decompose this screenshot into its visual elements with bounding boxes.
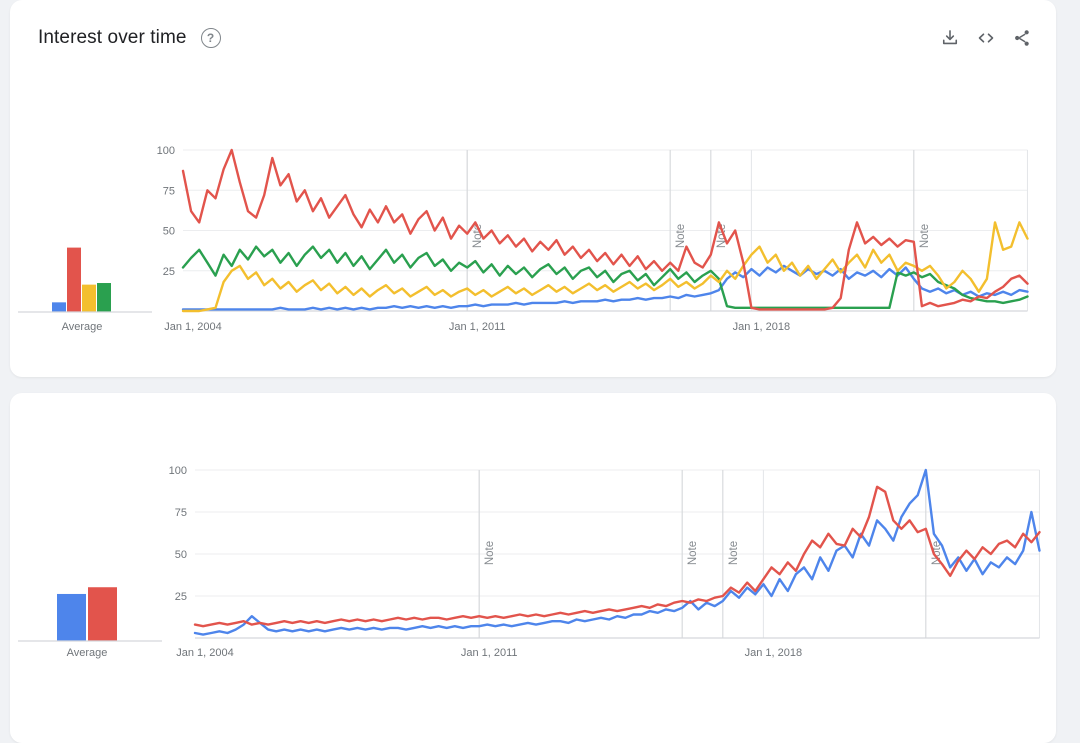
y-tick-label: 50 bbox=[163, 226, 175, 238]
note-label: Note bbox=[728, 541, 740, 565]
line-chart-bottom[interactable]: Note Note Note Note 25 50 75 100 Jan 1, 2004 Jan … bbox=[10, 393, 1056, 720]
page-title: Interest over time bbox=[38, 27, 187, 48]
note-label: Note bbox=[472, 224, 484, 248]
y-tick-label: 75 bbox=[175, 507, 187, 519]
x-tick-label: Jan 1, 2011 bbox=[461, 647, 518, 659]
download-button[interactable] bbox=[936, 24, 964, 52]
share-icon bbox=[1015, 30, 1029, 46]
series-line-blue[interactable] bbox=[181, 264, 1029, 311]
y-tick-label: 75 bbox=[163, 185, 175, 197]
download-icon bbox=[942, 30, 958, 45]
average-label: Average bbox=[67, 647, 108, 659]
embed-code-icon bbox=[978, 33, 994, 43]
share-button[interactable] bbox=[1008, 24, 1036, 52]
average-bar-green bbox=[97, 283, 111, 312]
note-label: Note bbox=[687, 541, 699, 565]
note-label: Note bbox=[675, 224, 687, 248]
average-bar-blue bbox=[52, 302, 66, 312]
page-background: { "header": { "title": "Interest over ti… bbox=[10, 0, 1056, 743]
y-tick-label: 25 bbox=[163, 266, 175, 278]
series-line-red[interactable] bbox=[181, 148, 1029, 311]
series-line-yellow[interactable] bbox=[181, 221, 1029, 313]
card-header: Interest over time ? bbox=[38, 24, 1036, 52]
note-label: Note bbox=[919, 224, 931, 248]
x-tick-label: Jan 1, 2004 bbox=[176, 647, 234, 659]
y-tick-label: 25 bbox=[175, 591, 187, 603]
y-tick-label: 100 bbox=[169, 465, 187, 477]
note-label: Note bbox=[484, 541, 496, 565]
y-tick-label: 50 bbox=[175, 549, 187, 561]
series-line-green[interactable] bbox=[181, 245, 1029, 309]
x-tick-label: Jan 1, 2018 bbox=[733, 321, 791, 333]
x-tick-label: Jan 1, 2011 bbox=[449, 321, 506, 333]
card-top-chart: Interest over time ? Note Note Note Note 25 5… bbox=[10, 0, 1056, 377]
average-label: Average bbox=[62, 321, 103, 333]
average-bar-yellow bbox=[82, 284, 96, 312]
y-tick-label: 100 bbox=[157, 145, 175, 157]
x-tick-label: Jan 1, 2004 bbox=[164, 321, 222, 333]
note-label: Note bbox=[931, 541, 943, 565]
x-tick-label: Jan 1, 2018 bbox=[745, 647, 803, 659]
average-bar-red bbox=[88, 587, 117, 641]
help-icon[interactable]: ? bbox=[200, 28, 221, 48]
line-chart-top[interactable]: Note Note Note Note 25 50 75 100 Jan 1, 2004 Jan … bbox=[10, 14, 1056, 377]
average-bar-red bbox=[67, 247, 81, 312]
card-bottom-chart: Note Note Note Note 25 50 75 100 Jan 1, 2004 Jan … bbox=[10, 393, 1056, 743]
average-bar-blue bbox=[57, 593, 86, 641]
series-line-red[interactable] bbox=[193, 485, 1041, 628]
note-label: Note bbox=[716, 224, 728, 248]
embed-code-button[interactable] bbox=[972, 24, 1000, 52]
